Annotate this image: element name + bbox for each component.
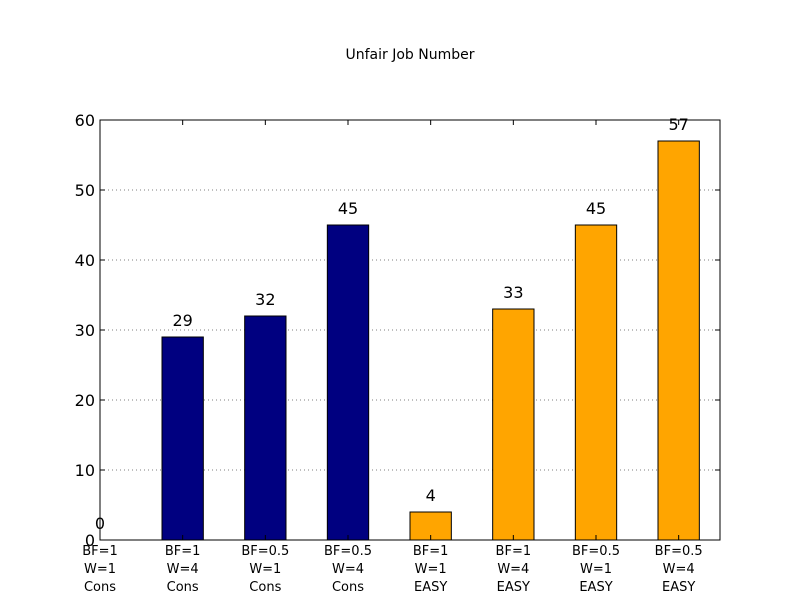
x-tick-label: BF=1	[165, 544, 201, 559]
x-tick-label: W=1	[580, 562, 612, 577]
y-tick-label: 20	[75, 391, 95, 410]
x-tick-label: BF=0.5	[572, 544, 620, 559]
x-tick-label: W=1	[415, 562, 447, 577]
x-tick-label: EASY	[579, 580, 612, 595]
y-tick-label: 60	[75, 111, 95, 130]
x-tick-label: BF=0.5	[324, 544, 372, 559]
x-tick-label: EASY	[497, 580, 530, 595]
y-tick-label: 50	[75, 181, 95, 200]
x-tick-label: BF=1	[413, 544, 449, 559]
x-tick-label: Cons	[167, 580, 199, 595]
bar-value-label: 29	[172, 311, 192, 330]
x-tick-label: Cons	[84, 580, 116, 595]
x-tick-label: BF=0.5	[655, 544, 703, 559]
bar-value-label: 45	[586, 199, 606, 218]
bar	[574, 224, 618, 541]
bars-layer	[161, 140, 700, 541]
x-tick-label: Cons	[249, 580, 281, 595]
x-tick-label: Cons	[332, 580, 364, 595]
y-tick-label: 30	[75, 321, 95, 340]
y-tick-label: 40	[75, 251, 95, 270]
x-tick-label: W=4	[332, 562, 364, 577]
x-tick-label: W=4	[167, 562, 199, 577]
y-tick-label: 10	[75, 461, 95, 480]
bar	[326, 224, 370, 541]
axes-frame	[99, 119, 721, 541]
x-tick-label: EASY	[662, 580, 695, 595]
x-axis: BF=1 W=1 Cons BF=1 W=4 Cons BF=0.5 W=1 Cons BF=0.…	[82, 120, 703, 595]
bar	[161, 336, 204, 541]
y-axis: 0 10 20 30 40 50 60	[75, 111, 720, 550]
bar	[492, 308, 535, 541]
x-tick-label: W=4	[497, 562, 529, 577]
x-tick-label: BF=1	[82, 544, 118, 559]
x-tick-label: EASY	[414, 580, 447, 595]
x-tick-label: BF=1	[496, 544, 532, 559]
bar	[409, 511, 452, 541]
x-tick-label: BF=0.5	[241, 544, 289, 559]
bar-value-label: 33	[503, 283, 523, 302]
chart-title: Unfair Job Number	[346, 47, 475, 63]
bar-value-label: 32	[255, 290, 275, 309]
x-tick-label: W=1	[84, 562, 116, 577]
y-tick-label: 0	[85, 531, 95, 550]
bar	[657, 140, 700, 541]
bar-value-label: 45	[338, 199, 358, 218]
bar	[244, 315, 287, 541]
x-tick-label: W=1	[249, 562, 281, 577]
x-tick-label: W=4	[663, 562, 695, 577]
bar-value-label: 4	[426, 486, 436, 505]
